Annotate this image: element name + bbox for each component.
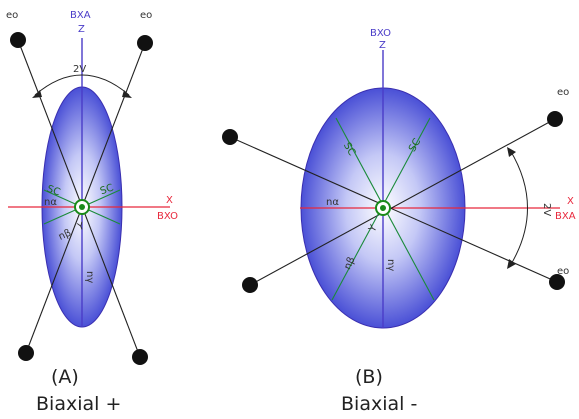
panel-b-dot-top-left (222, 129, 238, 145)
panel-b-eo-bottom-right: eo (557, 266, 569, 277)
panel-b-dot-top-right (547, 111, 563, 127)
panel-b-arc-arrow-bottom (507, 259, 516, 269)
panel-a-2v-arc (34, 74, 130, 96)
panel-a-bxa-label: BXA (70, 10, 91, 21)
panel-a-z-label: Z (78, 24, 85, 35)
panel-b-n-beta: nβ (342, 255, 357, 271)
panel-a-n-beta: nβ (57, 228, 73, 243)
panel-a-y-label: Y (75, 221, 86, 234)
panel-b-arc-arrow-top (507, 147, 516, 157)
panel-a-eo-top-right: eo (140, 10, 152, 21)
panel-a-x-label: X (166, 195, 173, 206)
panel-b-dot-bottom-left (242, 277, 258, 293)
panel-b-caption-letter: (B) (355, 366, 383, 388)
panel-b-origin-core (380, 205, 386, 211)
panel-a-bxo-label: BXO (157, 211, 178, 222)
panel-a: eo eo BXA Z 2V X BXO SC SC nα nβ Y nγ (A… (6, 10, 178, 415)
panel-a-dot-bottom-right (132, 349, 148, 365)
panel-b-n-gamma: nγ (385, 259, 396, 271)
panel-b-bxo-label: BXO (370, 28, 391, 39)
panel-b-2v-label: 2V (541, 203, 552, 216)
panel-b-n-alpha: nα (326, 197, 339, 208)
panel-a-eo-top-left: eo (6, 10, 18, 21)
panel-a-dot-top-left (10, 32, 26, 48)
panel-a-arc-arrow-left (32, 90, 42, 98)
panel-a-2v-label: 2V (73, 64, 86, 75)
panel-a-n-alpha: nα (44, 197, 57, 208)
panel-b-eo-top-right: eo (557, 87, 569, 98)
panel-b: BXO Z SC SC nα Y nβ nγ X BXA 2V eo eo (B… (222, 28, 576, 415)
panel-b-optic-axis-2 (249, 118, 556, 286)
panel-a-arc-arrow-right (122, 90, 132, 98)
panel-a-origin-core (79, 204, 85, 210)
panel-b-2v-arc (509, 149, 528, 267)
panel-a-sc-right: SC (99, 182, 115, 197)
panel-b-x-label: X (567, 196, 574, 207)
panel-a-dot-top-right (137, 35, 153, 51)
panel-b-z-label: Z (379, 40, 386, 51)
panel-a-n-gamma: nγ (84, 271, 95, 283)
panel-a-dot-bottom-left (18, 345, 34, 361)
panel-a-sc-left: SC (45, 184, 61, 199)
panel-b-optic-axis-1 (229, 136, 558, 283)
panel-a-caption-name: Biaxial + (36, 393, 121, 415)
panel-b-dot-bottom-right (549, 274, 565, 290)
panel-b-caption-name: Biaxial - (341, 393, 417, 415)
panel-a-caption-letter: (A) (51, 366, 79, 388)
panel-b-bxa-label: BXA (555, 211, 576, 222)
